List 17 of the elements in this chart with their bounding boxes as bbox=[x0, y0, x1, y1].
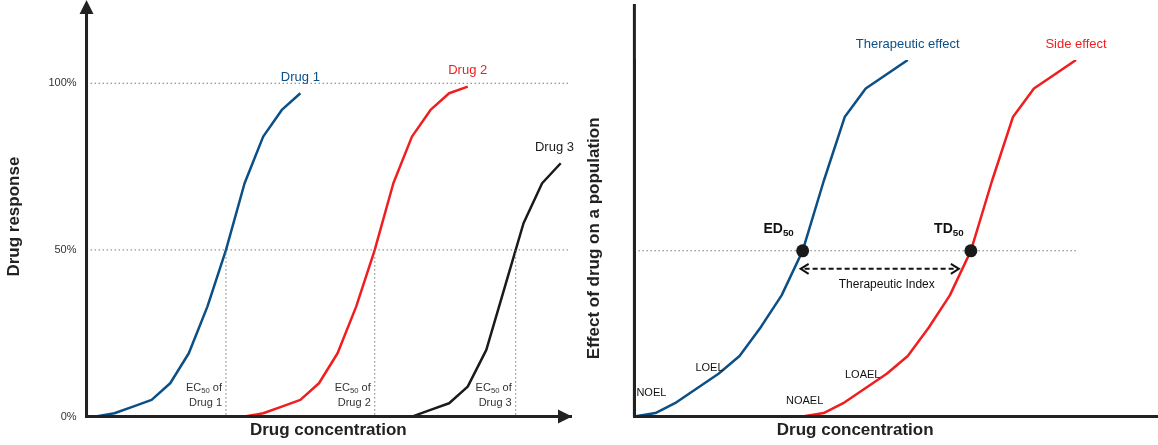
annotation: NOAEL bbox=[785, 393, 824, 406]
series-label: Therapeutic effect bbox=[855, 35, 961, 51]
annotation: NOEL bbox=[636, 385, 667, 398]
y-tick-label: 100% bbox=[48, 76, 77, 89]
x-axis-title: Drug concentration bbox=[249, 420, 407, 440]
series-label: Drug 3 bbox=[534, 138, 575, 154]
y-axis-title: Drug response bbox=[3, 156, 23, 277]
annotation: Therapeutic Index bbox=[838, 277, 935, 292]
series-label: Side effect bbox=[1045, 35, 1107, 51]
y-tick-label: 0% bbox=[60, 409, 77, 422]
series-label: Drug 1 bbox=[280, 68, 320, 84]
x-axis-title: Drug concentration bbox=[776, 420, 934, 440]
series-label: Drug 2 bbox=[448, 62, 488, 78]
y-tick-label: 50% bbox=[54, 242, 77, 255]
annotation: LOAEL bbox=[844, 368, 881, 381]
y-axis-title: Effect of drug on a population bbox=[583, 117, 603, 360]
annotation: LOEL bbox=[695, 361, 724, 374]
